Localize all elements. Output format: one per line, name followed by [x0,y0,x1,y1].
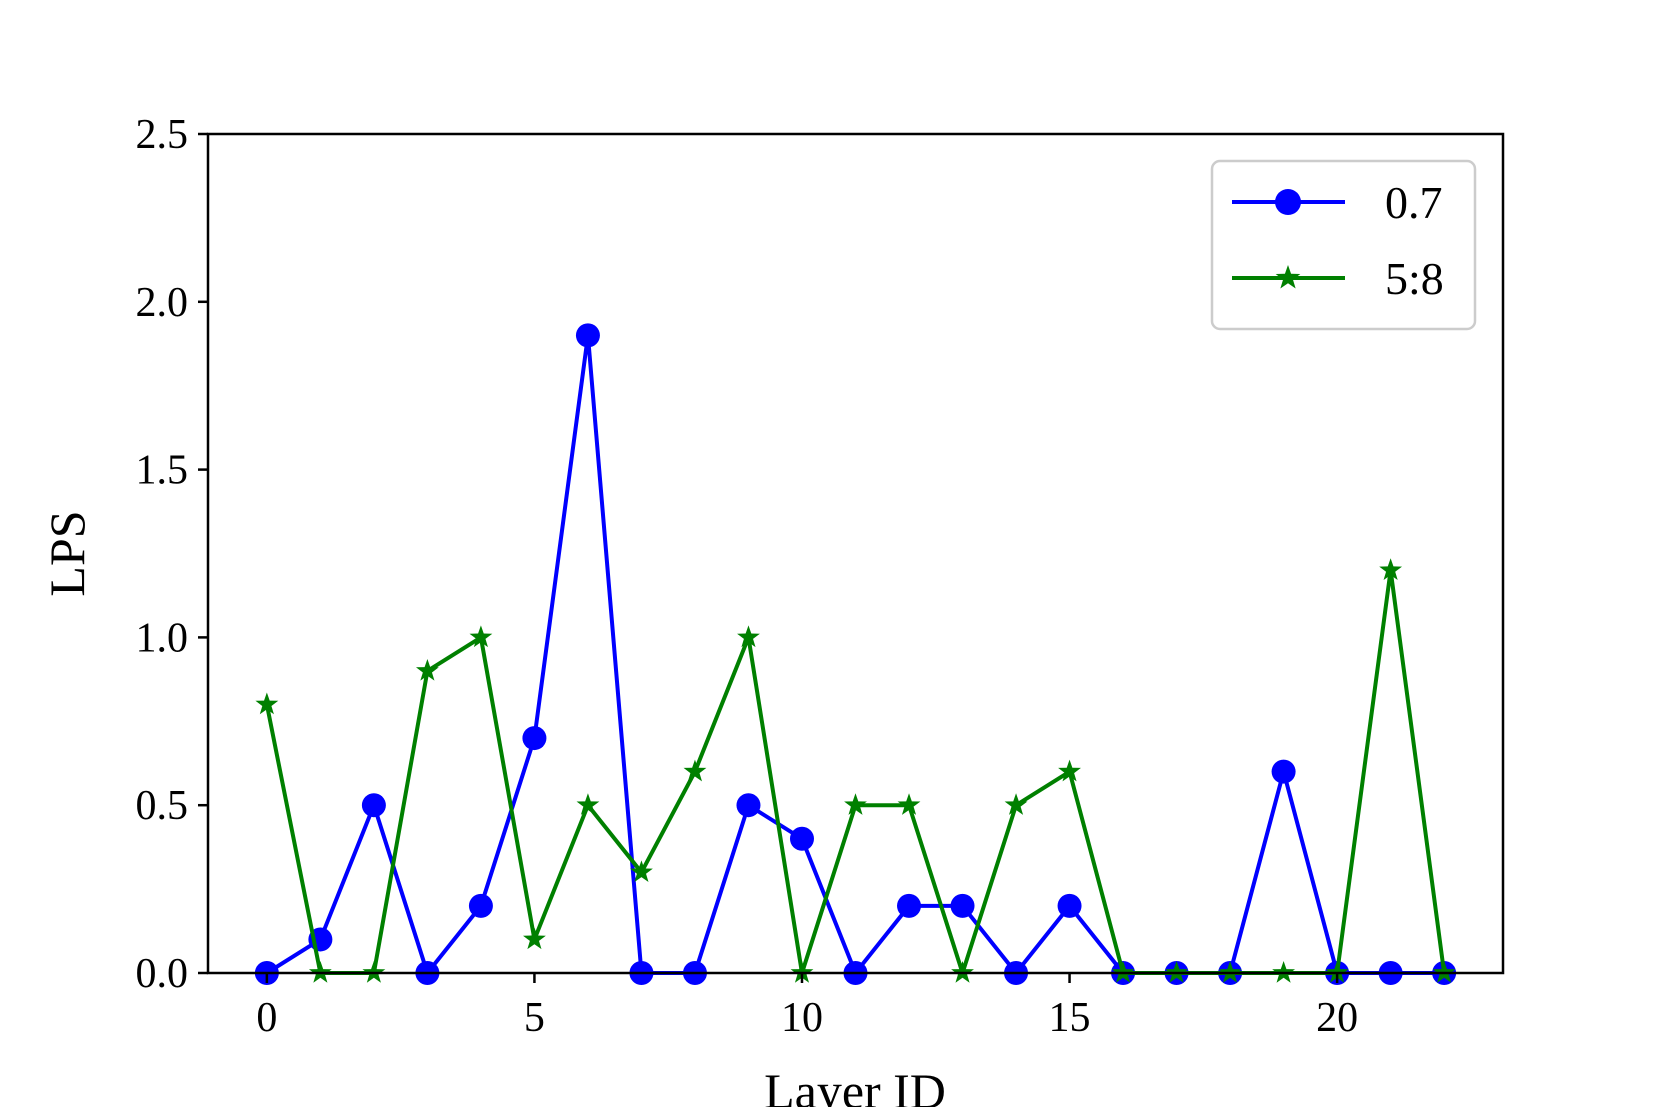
data-point [1057,893,1082,918]
data-point [255,692,279,715]
data-point [469,625,493,648]
ticks-layer: 0 5 10 15 20 0.0 0.5 1.0 1.5 2.0 2.5 [136,112,1359,1041]
y-axis-label: LPS [39,510,95,596]
data-point [630,860,653,883]
y-tick-label: 0.5 [136,783,189,829]
data-point [950,893,975,918]
data-point [468,893,493,918]
plot-frame [206,132,1505,975]
x-tick-label: 15 [1049,995,1091,1041]
data-point [1379,558,1403,580]
series-line [265,333,1445,975]
data-point [522,726,547,751]
y-tick-label: 2.0 [136,280,189,326]
legend-label: 0.7 [1385,177,1443,228]
data-point [361,793,386,818]
data-point [897,893,922,918]
data-point [683,759,707,782]
legend-marker [1275,189,1301,215]
series-layer [254,323,1457,985]
y-tick-label: 1.5 [136,448,189,494]
series-1 [254,323,1457,985]
data-point [1058,759,1081,782]
legend-item: 0.7 [1232,177,1443,228]
data-point [1271,759,1296,784]
data-point [844,793,867,815]
data-point [576,793,600,815]
legend-marker [1275,265,1301,289]
legend-label: 5:8 [1385,253,1444,304]
data-point [897,793,921,815]
series-line [264,568,1447,975]
legend-item: 5:8 [1232,253,1444,304]
x-tick-label: 0 [256,995,277,1041]
x-tick-label: 10 [781,995,823,1041]
data-point [523,927,546,950]
y-tick-label: 2.5 [136,112,189,158]
x-axis-label: Layer ID [764,1063,946,1107]
x-tick-label: 5 [524,995,545,1041]
data-point [575,323,600,348]
data-point [789,826,814,851]
legend: 0.75:8 [1210,159,1477,331]
data-point [1004,793,1028,815]
x-tick-label: 20 [1316,995,1358,1041]
y-tick-label: 1.0 [136,615,189,661]
y-tick-label: 0.0 [136,951,189,997]
data-point [737,625,760,648]
data-point [736,793,761,818]
data-point [415,658,439,681]
